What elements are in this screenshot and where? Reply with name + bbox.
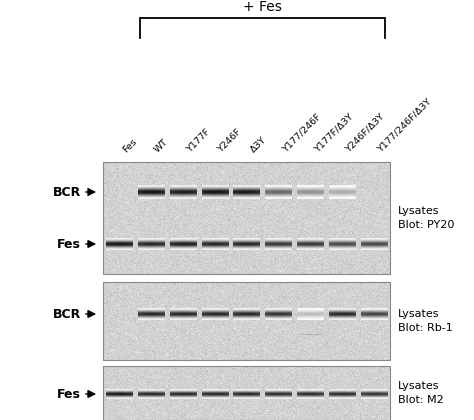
Text: WT: WT [153,137,170,154]
Bar [103,366,390,420]
Text: BCR: BCR [53,186,81,199]
Bar [103,162,390,274]
Text: Lysates
Blot: M2: Lysates Blot: M2 [398,381,444,405]
Text: Lysates
Blot: PY20: Lysates Blot: PY20 [398,206,455,230]
Bar [103,282,390,360]
Text: Lysates
Blot: Rb-1: Lysates Blot: Rb-1 [398,309,453,333]
Text: Fes: Fes [57,237,81,250]
Text: BCR: BCR [53,307,81,320]
Text: Y246F: Y246F [217,127,244,154]
Text: Fes: Fes [121,136,138,154]
Text: Fes: Fes [57,388,81,401]
Text: Y177F: Y177F [185,127,212,154]
Text: Y177F/Δ3Y: Y177F/Δ3Y [312,112,355,154]
Text: + Fes: + Fes [243,0,282,14]
Text: Y177/246F/Δ3Y: Y177/246F/Δ3Y [376,97,433,154]
Text: Y177/246F: Y177/246F [281,112,322,154]
Text: Y246F/Δ3Y: Y246F/Δ3Y [344,112,386,154]
Text: Δ3Y: Δ3Y [248,135,268,154]
